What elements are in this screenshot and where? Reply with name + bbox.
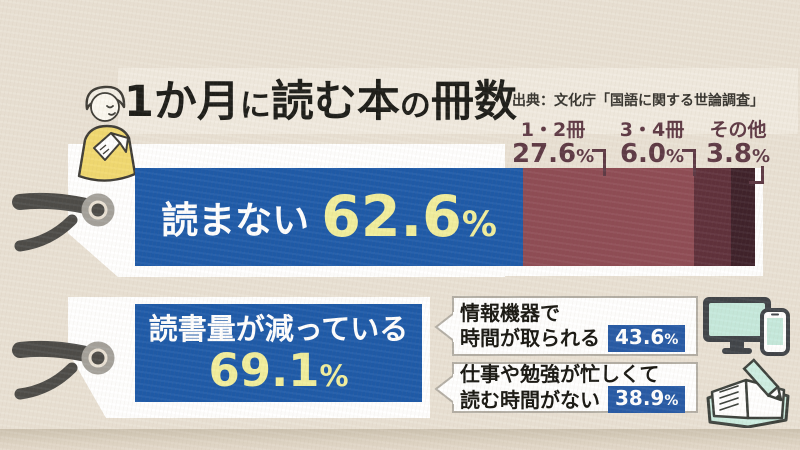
reason-value-badge: 43.6%	[608, 324, 686, 352]
title-panel	[118, 68, 798, 134]
page-title-part: の	[399, 88, 431, 124]
callout-pointer-icon	[434, 312, 455, 342]
page-title: 1か月に読む本の冊数	[124, 74, 517, 134]
label-connector-line	[682, 149, 696, 176]
segment-label-other: その他 3.8%	[705, 119, 771, 169]
label-connector-line	[749, 166, 764, 184]
reading-decline-label: 読書量が減っている	[148, 312, 409, 346]
reason-value-badge: 38.9%	[608, 386, 686, 413]
label-connector-line	[592, 149, 606, 176]
bar-segment-dont-read: 読まない 62.6 %	[135, 168, 524, 266]
reason-text: 読む時間がない	[460, 387, 600, 412]
segment-label-3-4-books: 3・4冊 6.0%	[619, 119, 685, 169]
reading-decline-box: 読書量が減っている 69.1 %	[135, 304, 422, 402]
stacked-bar: 読まない 62.6 %	[135, 168, 755, 266]
page-title-part: 1か月	[124, 77, 240, 127]
notebook-pencil-icon	[706, 358, 790, 428]
callout-pointer-icon	[434, 374, 455, 404]
person-reading-icon	[77, 85, 137, 182]
tag-string-grommet-icon	[12, 340, 115, 400]
bottom-shadow-strip	[0, 429, 800, 450]
monitor-smartphone-icon	[703, 297, 790, 356]
reason-callout-busy: 仕事や勉強が忙しくて 読む時間がない 38.9%	[434, 362, 698, 413]
reason-text: 仕事や勉強が忙しくて	[460, 362, 660, 386]
page-title-part: 読む本	[270, 77, 400, 127]
segment-label-1-2-books: 1・2冊 27.6%	[512, 119, 595, 169]
page-title-part: 冊数	[430, 77, 517, 127]
reason-text: 情報機器で	[460, 300, 560, 325]
source-citation: 出典：文化庁「国語に関する世論調査」	[512, 93, 764, 109]
main-bar-label: 読まない	[161, 199, 310, 242]
bar-segment-3・4冊	[694, 168, 732, 266]
reading-decline-value: 69.1 %	[208, 344, 349, 397]
main-bar-value: 62.6 %	[321, 183, 497, 250]
reason-callout-devices: 情報機器で 時間が取られる 43.6%	[434, 296, 698, 356]
bar-segment-その他	[731, 168, 755, 266]
page-title-part: に	[239, 88, 271, 124]
bar-segment-1・2冊	[523, 168, 695, 266]
tag-string-grommet-icon	[12, 192, 115, 252]
reason-text: 時間が取られる	[460, 326, 600, 350]
